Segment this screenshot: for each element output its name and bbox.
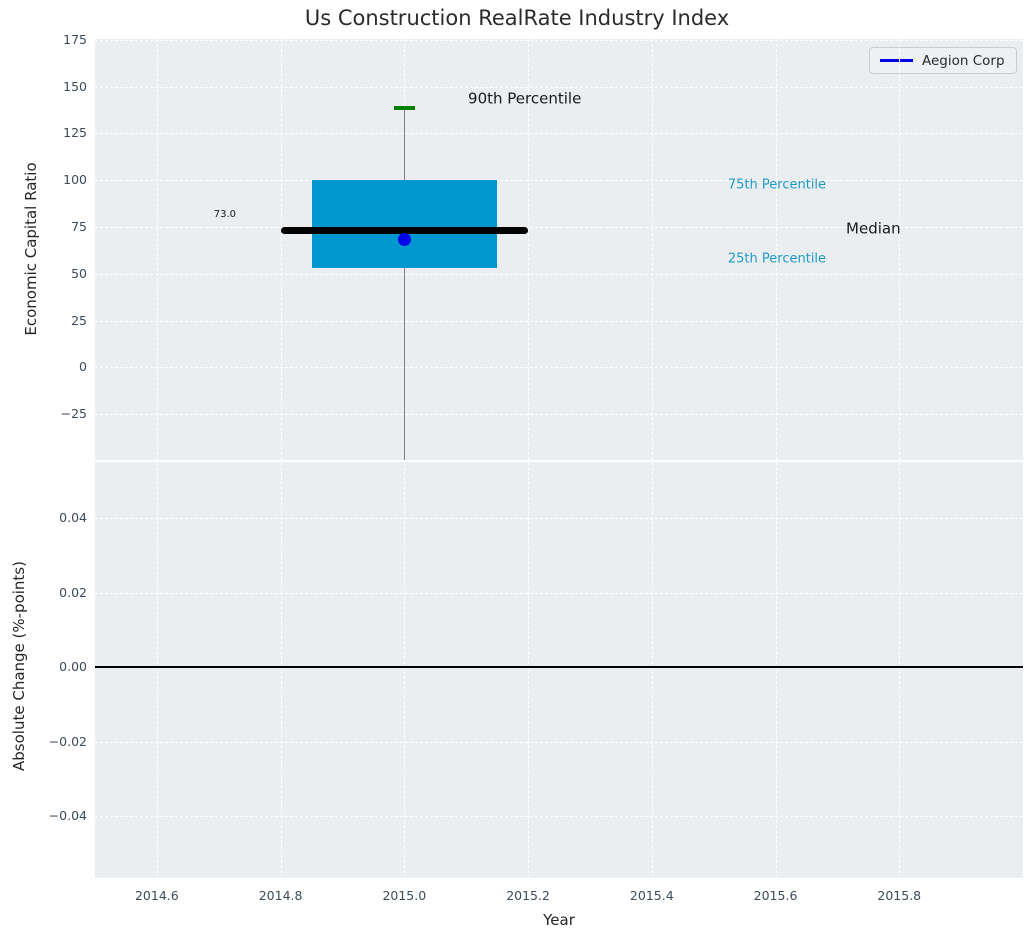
gridline-horizontal (95, 320, 1023, 322)
y-tick-label: 75 (71, 218, 87, 234)
gridline-horizontal (95, 414, 1023, 416)
gridline-horizontal (95, 517, 1023, 519)
x-tick-label: 2014.6 (134, 888, 179, 903)
legend-line-icon (880, 59, 913, 62)
gridline-vertical (651, 39, 653, 460)
x-tick-label: 2015.0 (382, 888, 427, 903)
x-tick-label: 2015.2 (506, 888, 550, 903)
annotation: 75th Percentile (727, 177, 827, 193)
gridline-vertical (156, 39, 158, 460)
y-tick-label: 50 (71, 265, 87, 281)
gridline-horizontal (95, 816, 1023, 818)
gridline-vertical (899, 462, 901, 878)
gridline-horizontal (95, 367, 1023, 369)
x-tick-label: 2014.8 (258, 888, 303, 903)
y-tick-label: 100 (63, 172, 87, 188)
y-tick-label: 150 (63, 78, 87, 94)
x-tick-label: 2015.4 (629, 888, 674, 903)
annotation: 73.0 (213, 209, 237, 221)
y-tick-label: 0.00 (59, 658, 87, 674)
gridline-horizontal (95, 741, 1023, 743)
gridline-vertical (528, 462, 530, 878)
bottom-plot-area (95, 462, 1023, 878)
gridline-vertical (899, 39, 901, 460)
annotation: 25th Percentile (727, 251, 827, 267)
chart-title: Us Construction RealRate Industry Index (304, 6, 730, 30)
gridline-horizontal (95, 592, 1023, 594)
zero-line (95, 666, 1023, 669)
gridline-vertical (404, 462, 406, 878)
gridline-vertical (775, 462, 777, 878)
gridline-horizontal (95, 86, 1023, 88)
median-line (280, 227, 529, 235)
gridline-vertical (528, 39, 530, 460)
gridline-horizontal (95, 133, 1023, 135)
annotation: 90th Percentile (468, 89, 582, 108)
y-tick-label: −0.02 (48, 733, 87, 749)
y-axis-label-top: Economic Capital Ratio (22, 162, 40, 336)
y-tick-label: 0.04 (59, 509, 87, 525)
y-tick-label: 175 (63, 31, 87, 47)
y-tick-label: 25 (71, 312, 87, 328)
gridline-horizontal (95, 39, 1023, 41)
gridline-horizontal (95, 227, 1023, 229)
x-tick-label: 2015.6 (753, 888, 798, 903)
gridline-vertical (775, 39, 777, 460)
y-tick-label: 125 (63, 125, 87, 141)
y-tick-label: −0.04 (48, 808, 87, 824)
gridline-vertical (280, 462, 282, 878)
y-tick-label: 0.02 (59, 584, 87, 600)
gridline-vertical (651, 462, 653, 878)
box-glyph (311, 179, 498, 269)
data-point (397, 232, 411, 246)
gridline-horizontal (95, 273, 1023, 275)
x-axis-label: Year (543, 911, 575, 929)
legend-label: Aegion Corp (922, 52, 1005, 69)
y-tick-label: 0 (79, 359, 87, 375)
y-tick-label: −25 (60, 405, 87, 421)
top-plot-area (95, 39, 1023, 460)
gridline-horizontal (95, 180, 1023, 182)
whisker-line (403, 108, 406, 460)
annotation: Median (846, 219, 901, 238)
whisker-cap-90th (393, 106, 415, 110)
gridline-vertical (156, 462, 158, 878)
legend: Aegion Corp (869, 47, 1017, 74)
x-tick-label: 2015.8 (877, 888, 922, 903)
gridline-vertical (280, 39, 282, 460)
